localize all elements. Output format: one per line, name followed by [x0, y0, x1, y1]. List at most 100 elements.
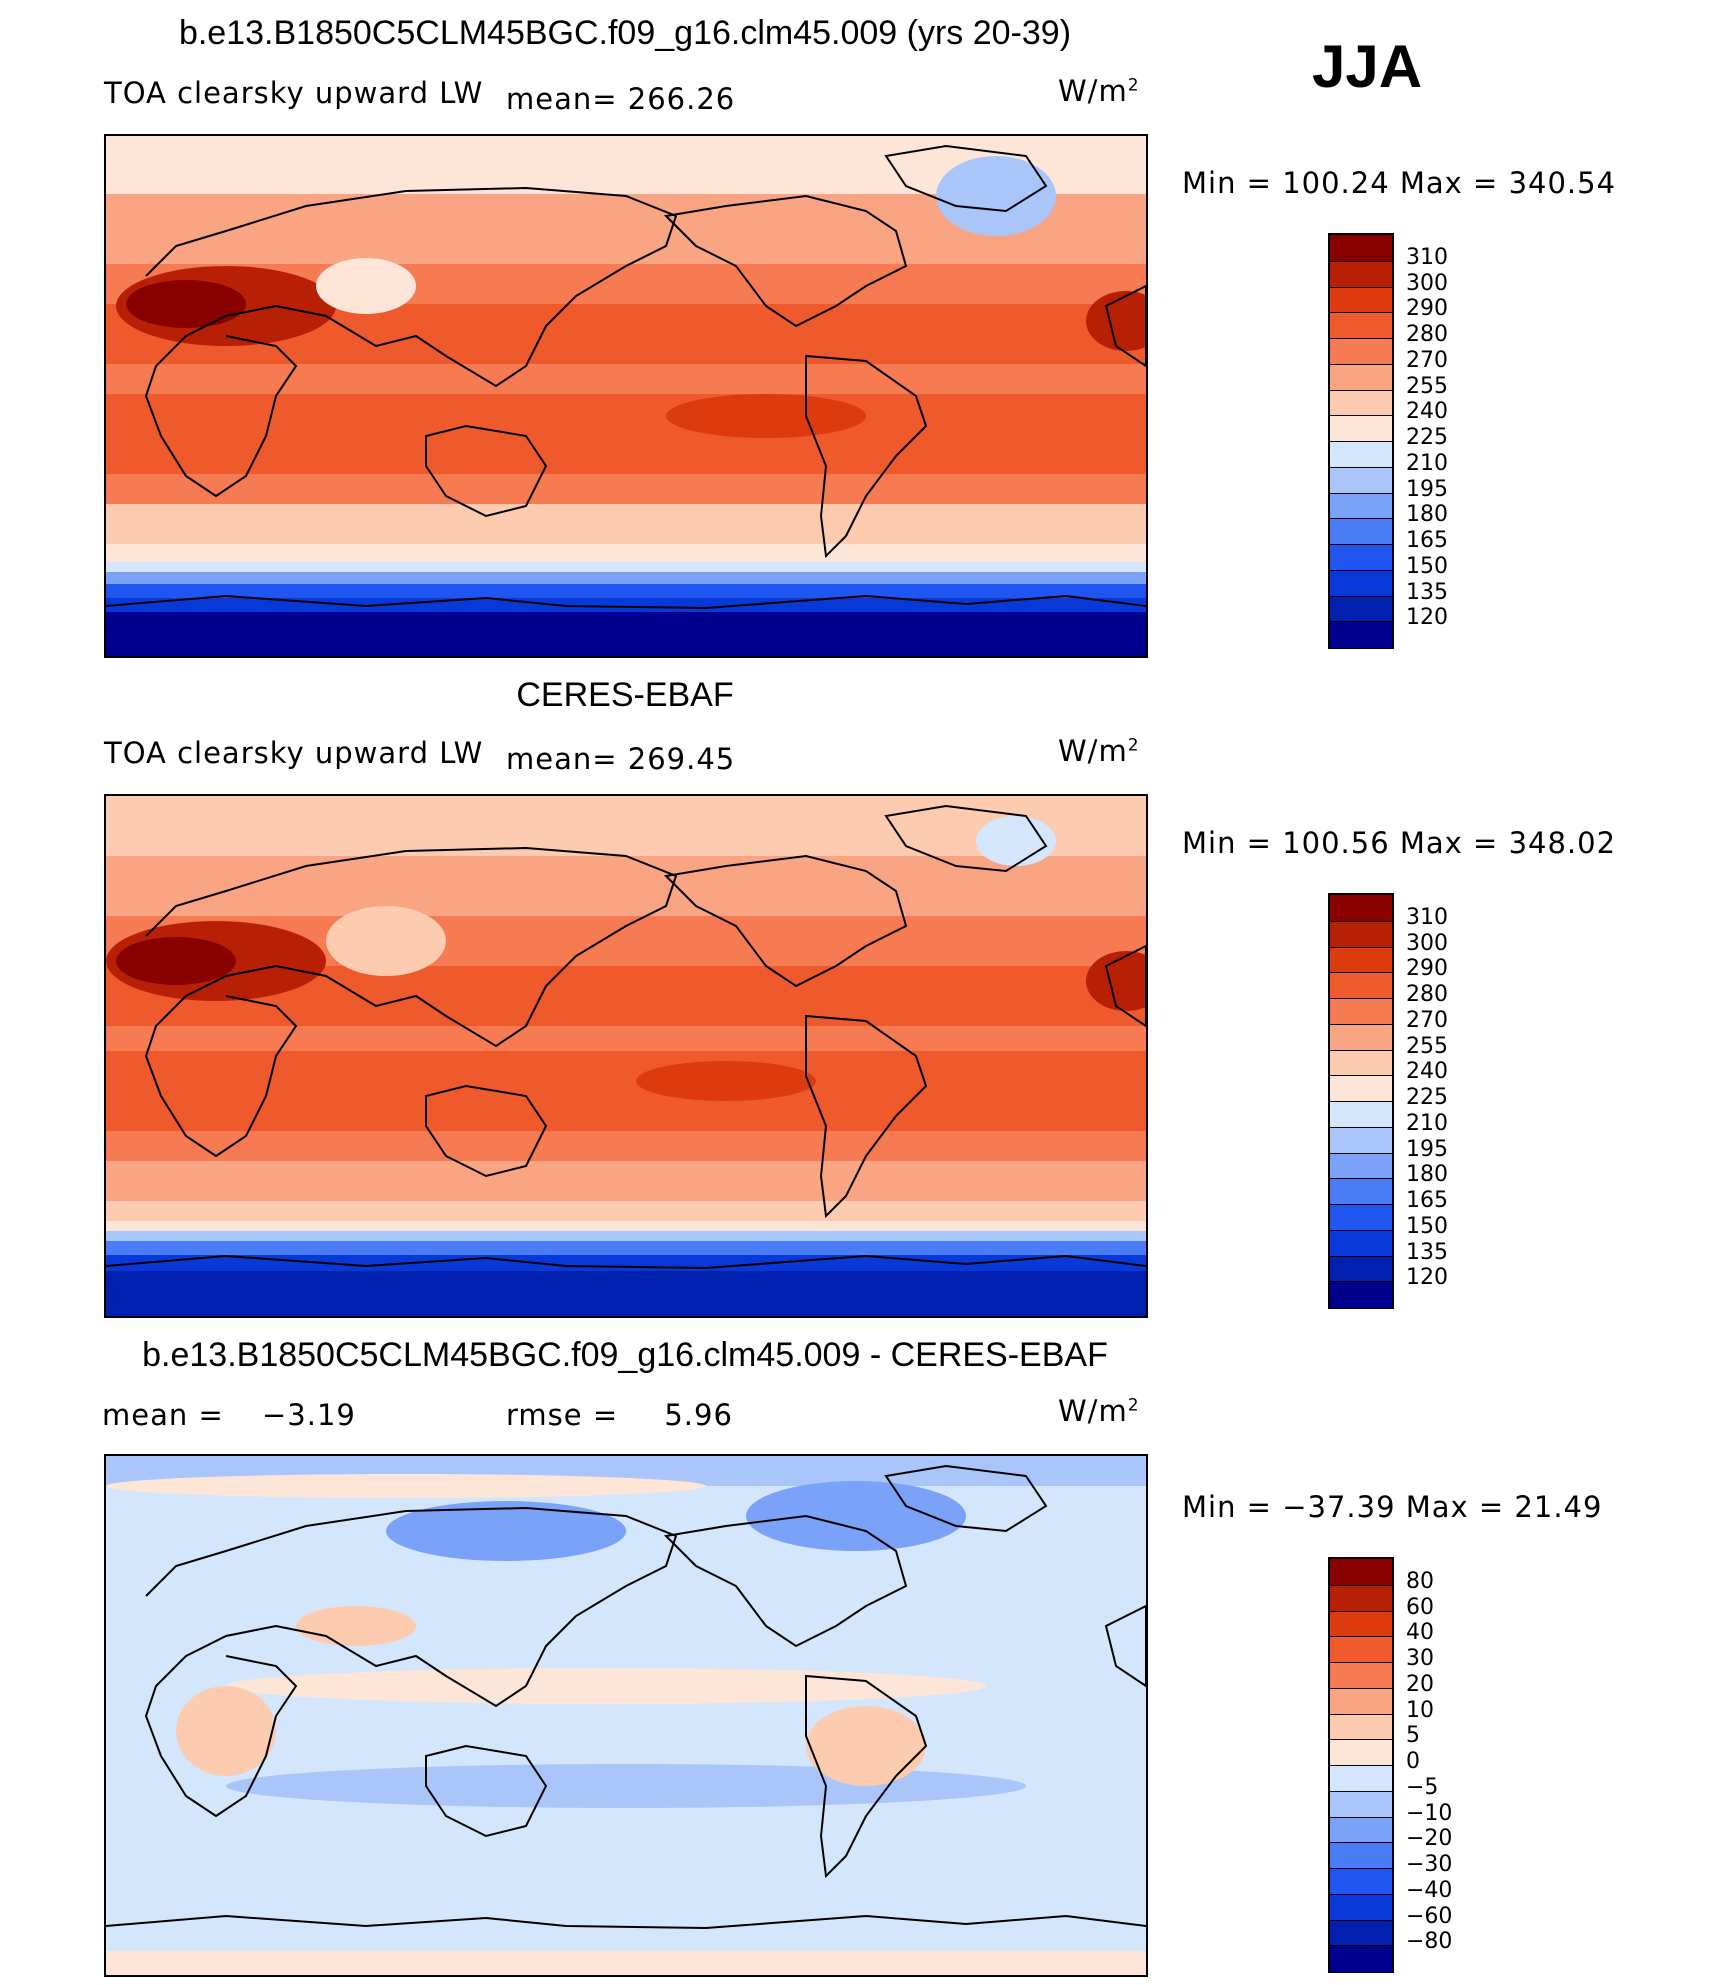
colorbar-tick-label: 255 [1406, 373, 1448, 399]
panel-1-map-svg [106, 136, 1146, 656]
panel-1-band-strop [106, 394, 1146, 474]
panel-1-units-base: W/m [1058, 74, 1128, 108]
panel-3-patch-eq [226, 1668, 986, 1704]
panel-1-variable-label: TOA clearsky upward LW [104, 76, 484, 110]
colorbar-tick-label: 150 [1406, 1213, 1448, 1239]
colorbar-tick-label: −30 [1406, 1852, 1453, 1877]
panel-2-hot-pacific [636, 1061, 816, 1101]
panel-2-map-svg [106, 796, 1146, 1316]
colorbar-swatch [1330, 920, 1392, 948]
colorbar-swatch [1330, 1126, 1392, 1154]
colorbar-tick-label: 300 [1406, 270, 1448, 296]
colorbar-tick-label: 270 [1406, 1007, 1448, 1033]
panel-1-mean-value: 266.26 [627, 82, 736, 116]
colorbar-swatch [1330, 1919, 1392, 1947]
colorbar-tick-label: 120 [1406, 1265, 1448, 1291]
colorbar-tick-label: 300 [1406, 930, 1448, 956]
colorbar-swatch [1330, 312, 1392, 339]
panel-3-map-svg [106, 1456, 1146, 1975]
panel-3-units-base: W/m [1058, 1394, 1128, 1428]
panel-1-units-exp: 2 [1127, 75, 1140, 96]
colorbar-tick-label: 165 [1406, 1188, 1448, 1213]
colorbar-swatch [1330, 1023, 1392, 1051]
panel-3-coastlines [106, 1464, 1146, 1930]
panel-2-band-smid [106, 1161, 1146, 1201]
panel-1-mean: mean= 266.26 [506, 82, 735, 116]
colorbar-tick-label: 135 [1406, 579, 1448, 605]
panel-1-title: b.e13.B1850C5CLM45BGC.f09_g16.clm45.009 … [178, 14, 1072, 52]
colorbar-tick-label: 270 [1406, 347, 1448, 373]
colorbar-tick-label: 20 [1406, 1671, 1434, 1697]
panel-1-band-ssub [106, 474, 1146, 504]
panel-1-band-smid [106, 504, 1146, 544]
colorbar-tick-label: 60 [1406, 1594, 1434, 1620]
colorbar-tick-label: −5 [1406, 1774, 1439, 1800]
panel-2-units-exp: 2 [1127, 735, 1140, 756]
colorbar-tick-label: −80 [1406, 1929, 1453, 1955]
panel-3-rmse-label: rmse = [506, 1398, 619, 1432]
panel-1-band-antarctic [106, 612, 1146, 656]
colorbar-swatch [1330, 946, 1392, 974]
panel-1-hot-east [1086, 291, 1146, 351]
panel-3-band-antarctic [106, 1951, 1146, 1975]
colorbar-swatch [1330, 338, 1392, 365]
colorbar-swatch [1330, 1765, 1392, 1792]
panel-2-colorbar [1328, 893, 1394, 1309]
panel-3-rmse-value: 5.96 [664, 1398, 733, 1432]
panel-2-mean-label: mean= [506, 742, 618, 776]
colorbar-swatch [1330, 492, 1392, 520]
colorbar-swatch [1330, 972, 1392, 999]
colorbar-swatch [1330, 544, 1392, 571]
colorbar-tick-label: 290 [1406, 956, 1448, 982]
panel-3-warm-africa [176, 1686, 276, 1776]
panel-3-colorbar [1328, 1557, 1394, 1973]
colorbar-swatch [1330, 286, 1392, 314]
colorbar-tick-label: 10 [1406, 1697, 1434, 1723]
colorbar-tick-label: 5 [1406, 1723, 1420, 1749]
colorbar-tick-label: −10 [1406, 1800, 1453, 1826]
panel-2-band-itcz [106, 1026, 1146, 1051]
panel-2-hot-core [116, 937, 236, 985]
colorbar-swatch [1330, 1893, 1392, 1921]
colorbar-swatch [1330, 363, 1392, 391]
colorbar-tick-label: 40 [1406, 1620, 1434, 1646]
colorbar-swatch [1330, 1584, 1392, 1612]
panel-3-cold-siberia [386, 1501, 626, 1561]
colorbar-swatch [1330, 1255, 1392, 1283]
colorbar-tick-label: 240 [1406, 399, 1448, 425]
colorbar-swatch [1330, 415, 1392, 442]
colorbar-tick-label: 210 [1406, 1110, 1448, 1136]
panel-1-band-itcz [106, 364, 1146, 394]
colorbar-swatch [1330, 1662, 1392, 1689]
colorbar-swatch [1330, 1687, 1392, 1715]
panel-1-hot-core [126, 280, 246, 328]
panel-2-variable-label: TOA clearsky upward LW [104, 736, 484, 770]
panel-2-band-nmid [106, 856, 1146, 916]
colorbar-tick-label: 280 [1406, 982, 1448, 1007]
panel-1-cold-tibet [316, 258, 416, 314]
colorbar-tick-label: 165 [1406, 528, 1448, 553]
colorbar-tick-label: 120 [1406, 605, 1448, 631]
colorbar-swatch [1330, 518, 1392, 545]
colorbar-tick-label: 30 [1406, 1646, 1434, 1671]
colorbar-swatch [1330, 998, 1392, 1025]
colorbar-tick-label: 195 [1406, 476, 1448, 502]
colorbar-swatch [1330, 1945, 1392, 1972]
colorbar-tick-label: 150 [1406, 553, 1448, 579]
panel-2-cold-tibet [326, 906, 446, 976]
panel-1-colorbar [1328, 233, 1394, 649]
panel-2-band-antarctic [106, 1271, 1146, 1316]
panel-2-units: W/m2 [1058, 734, 1140, 768]
colorbar-swatch [1330, 1868, 1392, 1895]
panel-3-warm-india [296, 1606, 416, 1646]
colorbar-swatch [1330, 1152, 1392, 1180]
colorbar-swatch [1330, 1178, 1392, 1205]
colorbar-tick-label: 310 [1406, 904, 1448, 930]
colorbar-tick-label: 240 [1406, 1059, 1448, 1085]
colorbar-tick-label: 255 [1406, 1033, 1448, 1059]
panel-2-map [104, 794, 1148, 1318]
panel-2-cold-greenland [976, 816, 1056, 866]
colorbar-swatch [1330, 1842, 1392, 1869]
colorbar-tick-label: 225 [1406, 425, 1448, 450]
panel-1-band-s40 [106, 544, 1146, 562]
